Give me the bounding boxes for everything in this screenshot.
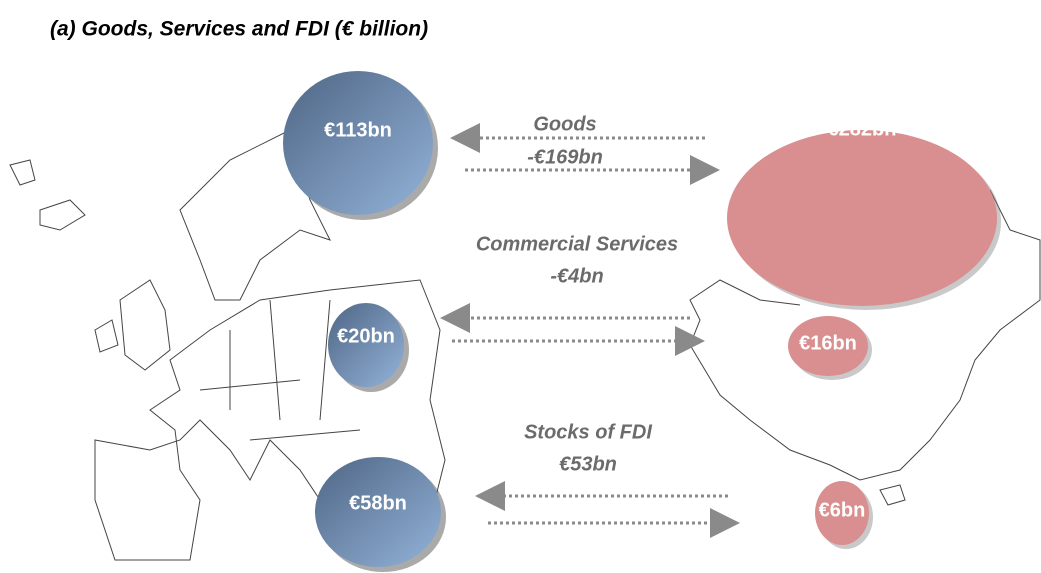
china-map [689,189,1041,506]
eu-bubble [315,457,441,567]
china-bubble [727,130,997,306]
flow-name: Stocks of FDI [524,421,652,443]
flow-balance: -€169bn [527,146,603,168]
china-value: €6bn [819,499,866,521]
flow-balance: -€4bn [550,265,603,287]
eu-value: €58bn [349,492,407,514]
china-bubble [788,316,868,376]
eu-bubble [283,71,433,215]
eu-value: €113bn [324,119,392,141]
flow-name: Goods [533,113,596,135]
china-value: €16bn [799,332,857,354]
eu-value: €20bn [337,325,395,347]
china-bubble [815,481,869,545]
title: (a) Goods, Services and FDI (€ billion) [50,18,428,41]
europe-map [9,129,446,561]
flow-name: Commercial Services [476,233,678,255]
china-value: €282bn [828,118,897,140]
eu-bubble [328,303,404,387]
flow-balance: €53bn [559,453,617,475]
